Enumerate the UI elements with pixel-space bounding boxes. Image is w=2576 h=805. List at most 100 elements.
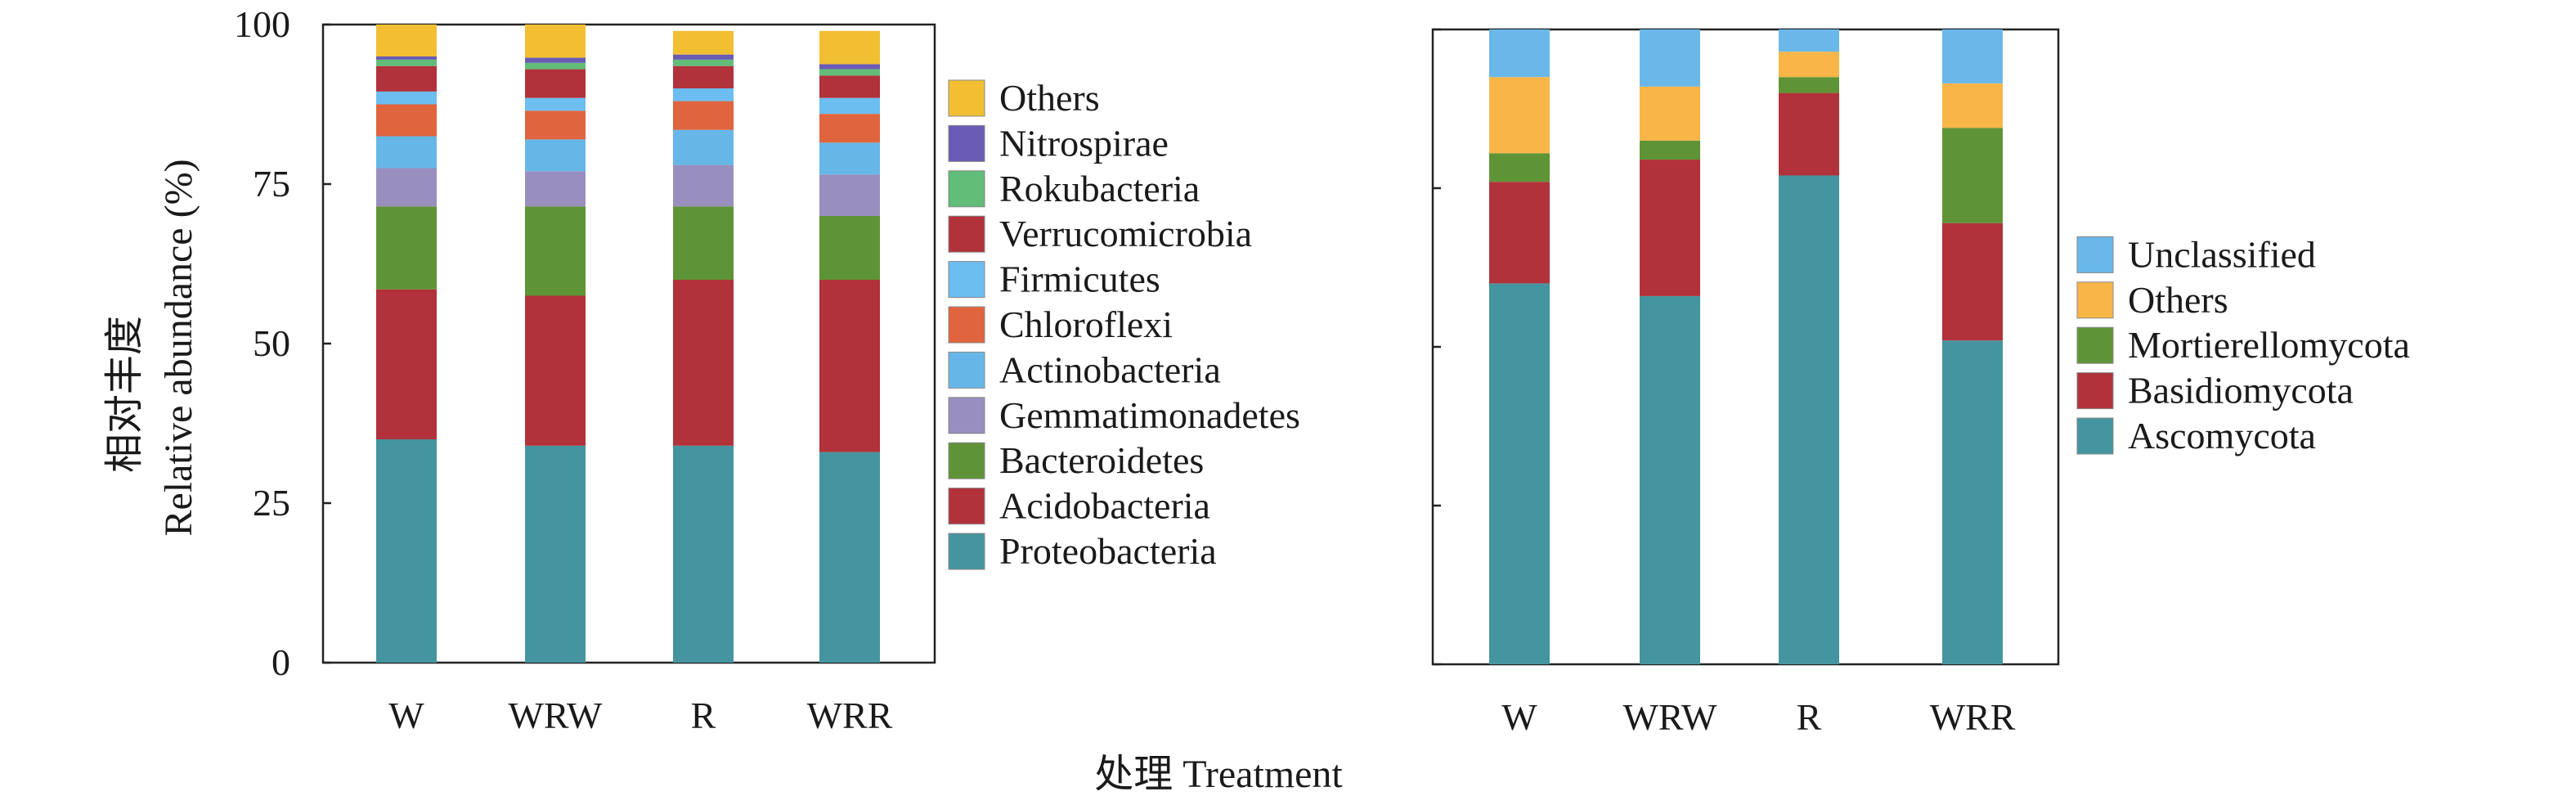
bar-segment: [1640, 140, 1700, 160]
bar-segment: [673, 59, 734, 66]
legend-swatch: [2076, 236, 2114, 273]
legend-swatch: [948, 79, 985, 117]
bar-segment: [525, 25, 586, 58]
legend-label: Verrucomicrobia: [999, 213, 1252, 254]
legend-label: Mortierellomycota: [2128, 324, 2410, 366]
legend-swatch: [948, 442, 985, 479]
legend-label: Others: [999, 77, 1100, 119]
bar-segment: [1489, 153, 1550, 182]
legend-item: Ascomycota: [2076, 415, 2316, 456]
legend-swatch: [948, 533, 985, 570]
y-tick-label: 100: [234, 3, 290, 45]
bar-segment: [673, 280, 734, 446]
legend-label: Actinobacteria: [999, 349, 1221, 390]
bar-segment: [1779, 92, 1839, 176]
bar-segment: [1779, 77, 1839, 93]
legend-swatch: [2076, 417, 2114, 455]
bar-segment: [376, 206, 437, 290]
x-tick-label: W: [388, 695, 424, 736]
bar-segment: [376, 136, 437, 169]
bar-segment: [525, 445, 586, 663]
bar-segment: [1779, 52, 1839, 78]
y-axis-title-en: Relative abundance (%): [157, 159, 200, 536]
bar-segment: [1640, 160, 1700, 296]
bar-segment: [376, 168, 437, 207]
x-axis-title: 处理 Treatment: [1094, 753, 1343, 796]
bar-segment: [376, 104, 437, 137]
bar-segment: [1489, 29, 1550, 78]
y-tick-label: 50: [253, 322, 290, 364]
bar-segment: [376, 91, 437, 105]
bar-segment: [376, 56, 437, 60]
legend-label: Proteobacteria: [999, 530, 1217, 572]
legend-item: Gemmatimonadetes: [948, 394, 1300, 436]
x-tick-label: W: [1501, 696, 1537, 738]
chart-panels: 0 25 50 75 100 W WRW R WRR ProteobacteriaAcidobac…: [234, 3, 2410, 738]
bar-segment: [1779, 29, 1839, 52]
legend-item: Unclassified: [2076, 233, 2316, 275]
bar-segment: [673, 65, 734, 88]
legend-swatch: [948, 170, 985, 208]
legend-label: Gemmatimonadetes: [999, 394, 1300, 436]
bar-segment: [819, 174, 880, 216]
legend-item: Basidiomycota: [2076, 370, 2354, 411]
bar-segment: [673, 206, 734, 280]
legend-item: Chloroflexi: [948, 304, 1173, 345]
bar-segment: [1779, 175, 1839, 665]
legend-item: Bacteroidetes: [948, 439, 1204, 481]
x-tick-label: R: [691, 695, 716, 736]
legend-swatch: [2076, 372, 2114, 410]
bar-segment: [525, 57, 586, 63]
bar-segment: [819, 216, 880, 280]
bar-segment: [819, 69, 880, 76]
bar-segment: [1489, 77, 1550, 154]
legend-swatch: [948, 351, 985, 389]
legend-label: Acidobacteria: [999, 485, 1210, 527]
legend-label: Others: [2128, 279, 2228, 321]
legend-item: Proteobacteria: [948, 530, 1217, 572]
bar-segment: [1942, 340, 2003, 664]
legend-swatch: [2076, 326, 2114, 364]
legend-label: Basidiomycota: [2128, 370, 2354, 411]
bar-segment: [673, 88, 734, 101]
legend-label: Firmicutes: [999, 259, 1160, 300]
bar-segment: [525, 69, 586, 98]
bar-segment: [673, 129, 734, 165]
bar-segment: [376, 59, 437, 66]
legend-item: Firmicutes: [948, 259, 1160, 300]
bar-segment: [819, 280, 880, 452]
legend-label: Ascomycota: [2128, 415, 2316, 456]
bar-segment: [525, 206, 586, 296]
bar-segment: [819, 142, 880, 175]
legend-item: Actinobacteria: [948, 349, 1221, 390]
bar-segment: [819, 97, 880, 115]
y-tick-label: 75: [253, 163, 290, 205]
bar-segment: [673, 445, 734, 663]
legend-item: Verrucomicrobia: [948, 213, 1252, 254]
bar-segment: [525, 110, 586, 140]
bar-segment: [819, 30, 880, 65]
x-tick-label: WRW: [509, 695, 604, 736]
legend-item: Nitrospirae: [948, 122, 1169, 164]
bar-segment: [525, 139, 586, 172]
x-tick-label: R: [1797, 696, 1822, 738]
legend-swatch: [948, 488, 985, 525]
bar-segment: [376, 439, 437, 663]
y-tick-label: 0: [272, 641, 290, 683]
bar-segment: [1942, 128, 2003, 223]
x-tick-label: WRW: [1623, 696, 1718, 738]
bar-segment: [1640, 29, 1700, 87]
legend-swatch: [2076, 281, 2114, 319]
bar-segment: [819, 452, 880, 663]
legend-item: Others: [2076, 279, 2228, 321]
bar-segment: [819, 75, 880, 98]
legend-label: Chloroflexi: [999, 304, 1173, 345]
legend-item: Others: [948, 77, 1100, 119]
legend-swatch: [948, 215, 985, 253]
legend-label: Unclassified: [2128, 233, 2316, 275]
legend-label: Nitrospirae: [999, 122, 1169, 164]
legend-item: Mortierellomycota: [2076, 324, 2410, 366]
bar-segment: [1640, 295, 1700, 664]
bar-segment: [525, 62, 586, 70]
